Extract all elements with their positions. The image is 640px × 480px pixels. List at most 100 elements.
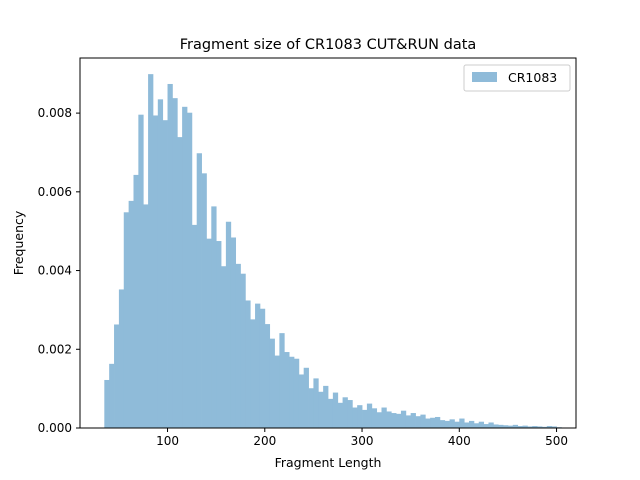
- histogram-bar: [221, 266, 227, 428]
- histogram-bar: [366, 403, 373, 428]
- histogram-bar: [527, 426, 533, 428]
- histogram-bar: [167, 83, 173, 428]
- y-tick-label: 0.002: [38, 342, 72, 356]
- histogram-bar: [473, 423, 480, 428]
- histogram-bar: [381, 407, 387, 428]
- histogram-bar: [259, 308, 266, 428]
- histogram-bar: [269, 338, 275, 428]
- histogram-bar: [152, 115, 159, 429]
- x-tick-label: 300: [351, 434, 374, 448]
- histogram-bar: [546, 426, 553, 428]
- histogram-bar: [537, 426, 543, 428]
- histogram-bar: [357, 405, 363, 428]
- histogram-bar: [551, 426, 557, 428]
- histogram-bar: [483, 424, 489, 428]
- histogram-bar: [133, 174, 139, 428]
- histogram-bar: [206, 238, 212, 428]
- x-axis-label: Fragment Length: [275, 455, 382, 470]
- histogram-bar: [430, 417, 436, 428]
- histogram-bar: [464, 422, 470, 428]
- histogram-bar: [400, 410, 407, 428]
- x-tick-label: 100: [156, 434, 179, 448]
- histogram-bar: [439, 420, 446, 428]
- histogram-bar: [488, 422, 494, 428]
- histogram-bar: [264, 324, 271, 428]
- legend-label: CR1083: [508, 70, 557, 85]
- histogram-bar: [225, 221, 232, 428]
- histogram-bar: [289, 356, 295, 428]
- histogram-bar: [444, 420, 450, 428]
- histogram-bar: [415, 416, 421, 428]
- y-tick-label: 0.006: [38, 185, 72, 199]
- histogram-bar: [318, 391, 324, 428]
- histogram-bar: [512, 424, 519, 428]
- histogram-bar: [196, 153, 202, 429]
- histogram-bar: [182, 106, 188, 429]
- legend-swatch: [472, 72, 497, 82]
- y-tick-label: 0.004: [38, 264, 72, 278]
- histogram-bar: [138, 114, 144, 429]
- histogram-bar: [332, 392, 339, 428]
- histogram-bar: [503, 425, 509, 428]
- legend-frame: [463, 64, 571, 92]
- bars-group: [104, 74, 562, 429]
- histogram-bar: [352, 407, 358, 428]
- histogram-bar: [162, 120, 168, 428]
- histogram-bar: [454, 421, 460, 428]
- histogram-bar: [201, 173, 207, 428]
- histogram-bar: [109, 363, 115, 428]
- histogram-bar: [347, 400, 353, 428]
- x-tick-label: 200: [253, 434, 276, 448]
- histogram-bar: [498, 424, 504, 428]
- histogram-bar: [114, 324, 120, 428]
- histogram-bar: [118, 289, 125, 428]
- histogram-bar: [250, 319, 256, 428]
- histogram-bar: [434, 416, 441, 428]
- histogram-bar: [230, 237, 237, 428]
- histogram-bar: [211, 206, 217, 428]
- histogram-bar: [517, 426, 523, 428]
- histogram-bar: [172, 98, 178, 429]
- histogram-bar: [459, 418, 465, 428]
- histogram-bar: [284, 352, 290, 428]
- y-axis-label: Frequency: [11, 210, 26, 275]
- x-tick-label: 400: [448, 434, 471, 448]
- histogram-bar: [235, 263, 241, 428]
- histogram-bar: [323, 385, 329, 428]
- histogram-bar: [478, 421, 485, 428]
- histogram-bar: [157, 99, 164, 429]
- histogram-bar: [522, 425, 528, 428]
- histogram-bar: [255, 303, 261, 428]
- histogram-bar: [469, 420, 475, 428]
- plot-frame: [79, 57, 577, 429]
- histogram-bar: [493, 424, 499, 428]
- histogram-bar: [532, 426, 538, 428]
- histogram-bar: [541, 426, 548, 428]
- y-tick-label: 0.000: [38, 421, 72, 435]
- histogram-bar: [143, 204, 149, 428]
- histogram-bar: [405, 415, 412, 428]
- chart-title: Fragment size of CR1083 CUT&RUN data: [180, 37, 477, 53]
- histogram-bar: [420, 414, 426, 428]
- histogram-bar: [191, 224, 198, 428]
- histogram-bar: [123, 212, 130, 428]
- y-axis-ticks: 0.000 0.002 0.004 0.006 0.008: [38, 106, 80, 435]
- histogram-bar: [376, 412, 382, 428]
- histogram-bar: [186, 112, 193, 428]
- histogram-bar: [507, 425, 514, 428]
- histogram-bar: [362, 409, 368, 428]
- histogram-bar: [328, 398, 334, 428]
- histogram-bar: [449, 419, 455, 428]
- legend: CR1083: [463, 64, 571, 92]
- histogram-bar: [240, 273, 246, 428]
- histogram-bar: [274, 355, 280, 428]
- histogram-bar: [245, 300, 251, 428]
- histogram-bar: [128, 200, 134, 428]
- histogram-bar: [337, 402, 343, 428]
- histogram-bar: [177, 137, 183, 429]
- histogram-bar: [371, 408, 378, 428]
- histogram-bar: [391, 413, 397, 428]
- histogram-bar: [410, 413, 416, 428]
- histogram-bar: [386, 411, 392, 428]
